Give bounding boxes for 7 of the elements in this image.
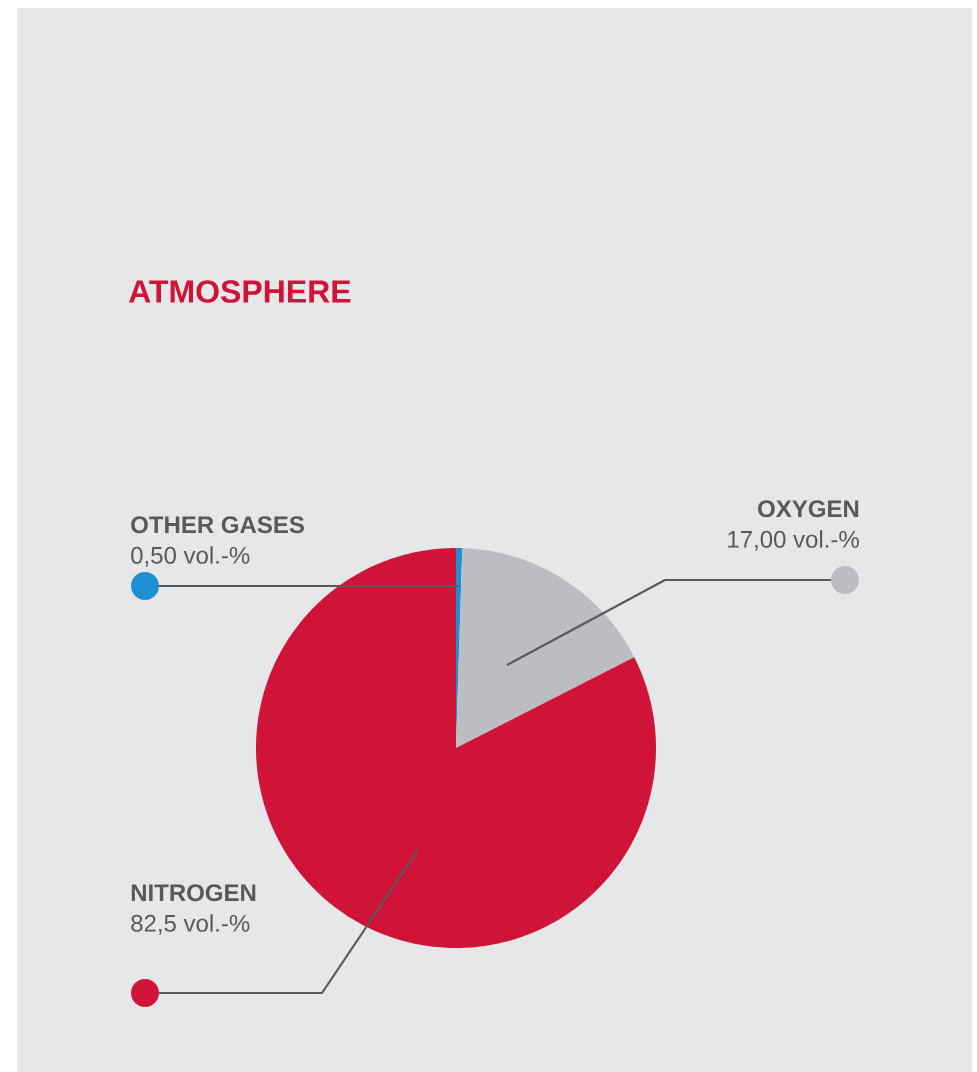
chart-title: ATMOSPHERE <box>129 280 351 303</box>
slice-label: OXYGEN <box>758 500 859 518</box>
slice-label: NITROGEN <box>131 884 256 902</box>
slice-label: OTHER GASES <box>131 516 304 534</box>
data-label: 17,00 vol.-% <box>728 530 859 551</box>
data-label: 82,5 vol.-% <box>131 914 250 935</box>
data-label: 0,50 vol.-% <box>131 546 250 567</box>
